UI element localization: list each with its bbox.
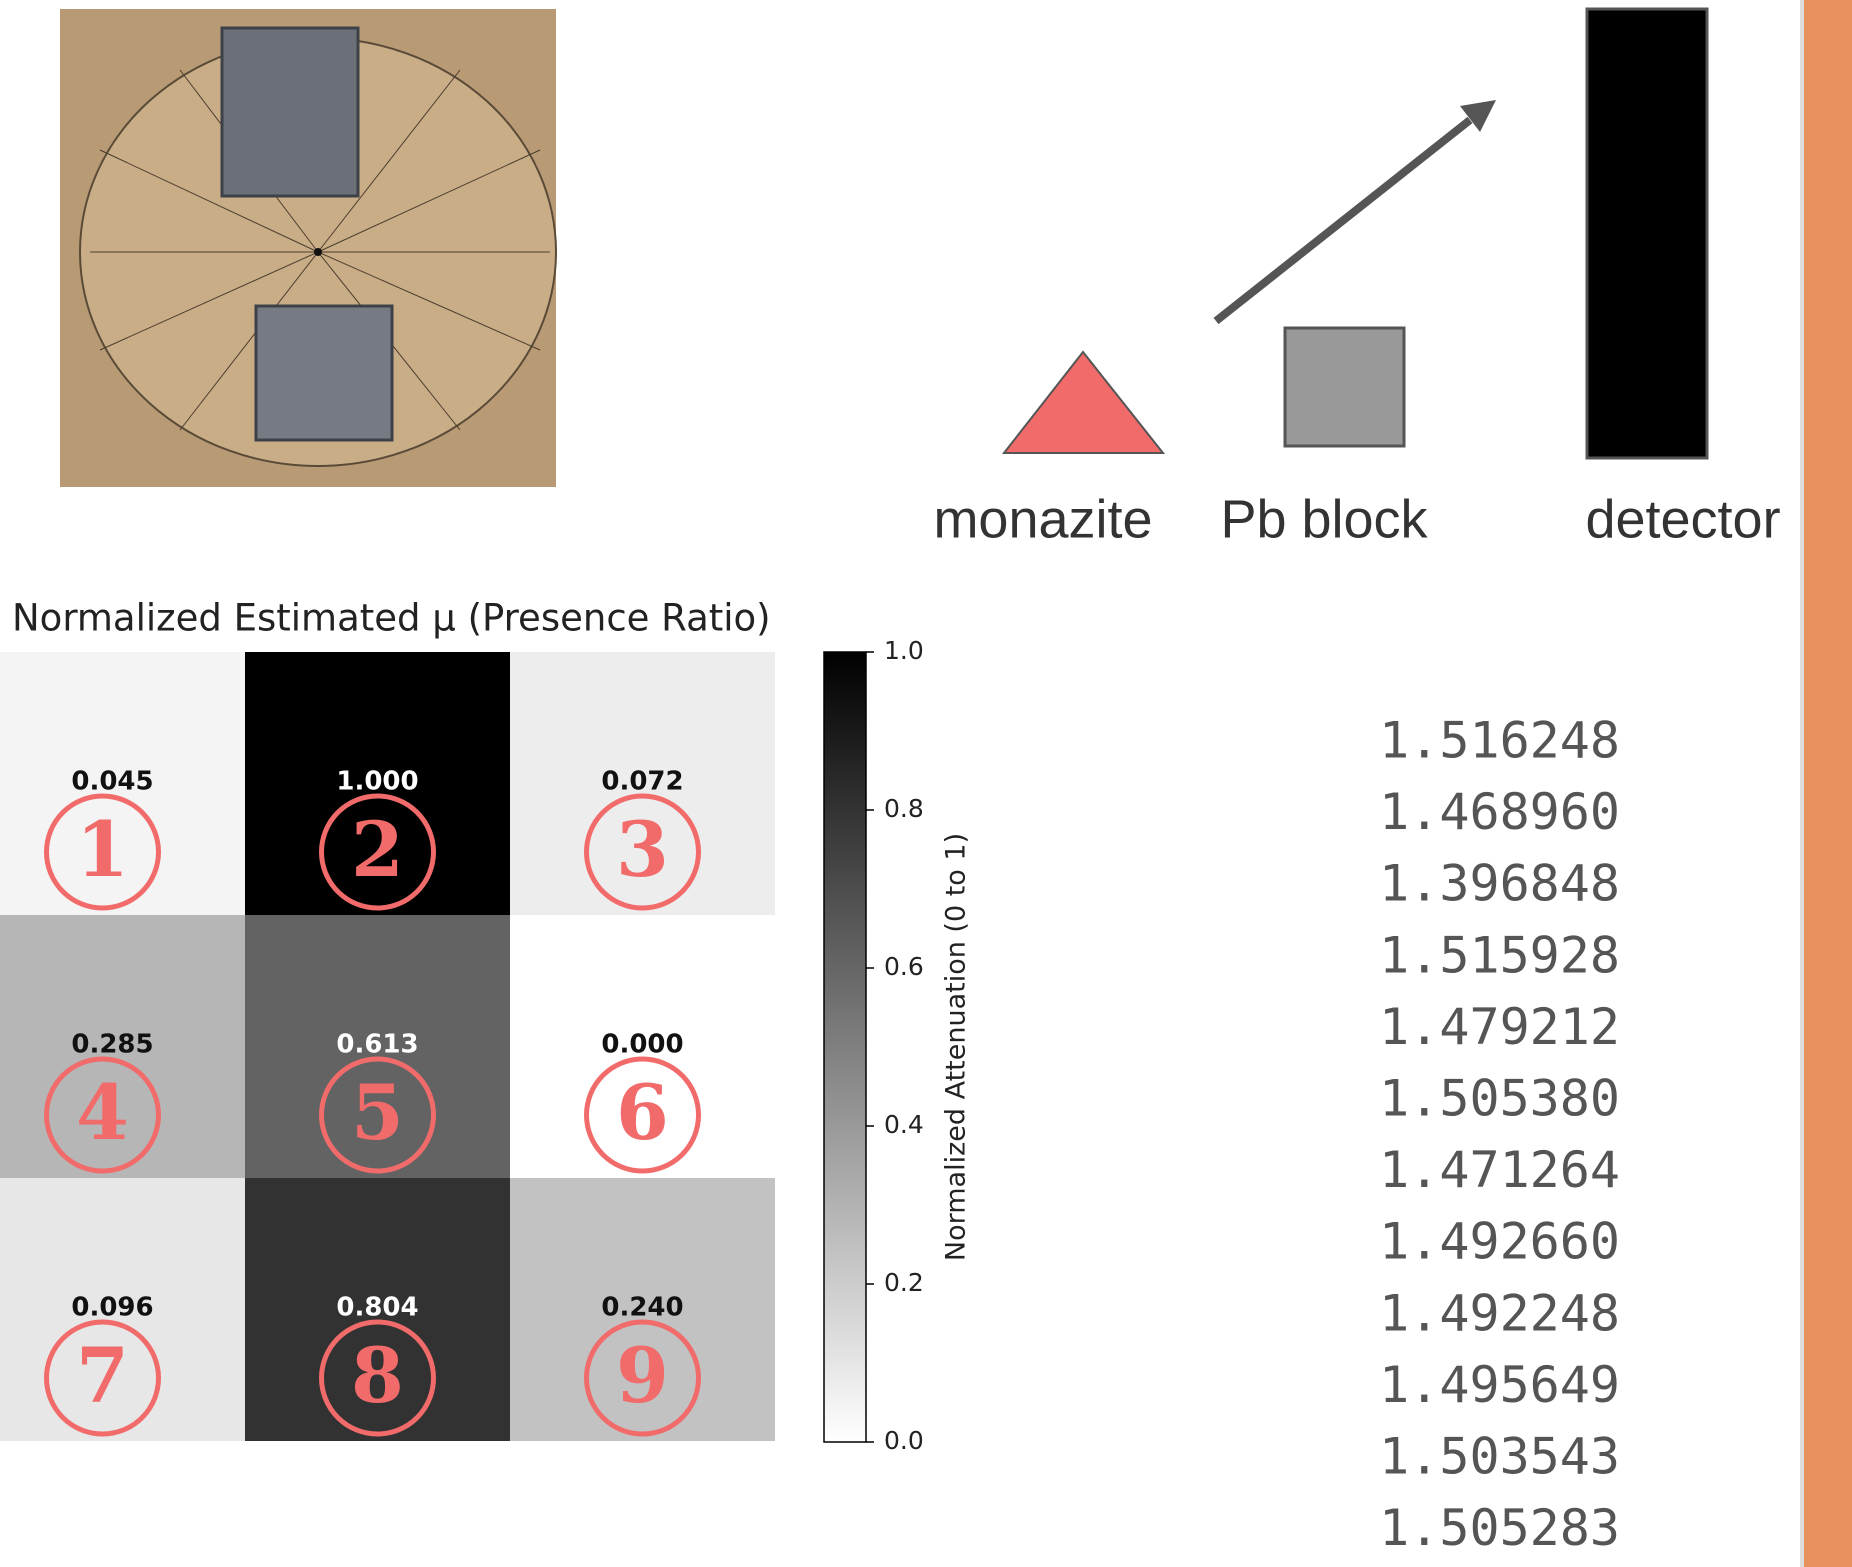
detector-shape [1585, 7, 1709, 460]
heatmap-cell [0, 652, 245, 915]
reading: 1.495649 [1379, 1356, 1620, 1414]
cell-marker-circle [319, 1319, 436, 1437]
reading: 1.396848 [1379, 855, 1620, 913]
accent-bar [1804, 0, 1852, 1567]
colorbar-tick-label: 0.2 [884, 1268, 924, 1297]
cell-marker-circle [319, 793, 436, 911]
colorbar [823, 651, 867, 1443]
cell-marker: 5 [351, 1068, 404, 1157]
cell-value-label: 0.000 [601, 1030, 683, 1060]
cell-value-label: 0.045 [71, 767, 153, 797]
heatmap-cell [510, 652, 775, 915]
reading: 1.505283 [1379, 1499, 1620, 1557]
cell-value-label: 0.072 [601, 767, 683, 797]
heatmap: 0.045 1 1.000 2 0.072 3 0.285 4 0.613 5 0.000 6 0.09… [0, 652, 775, 1441]
heatmap-cell [0, 1178, 245, 1441]
reading: 1.505380 [1379, 1070, 1620, 1128]
cell-value-label: 0.613 [336, 1030, 418, 1060]
cell-value-label: 0.240 [601, 1293, 683, 1323]
cell-marker: 3 [616, 805, 669, 894]
heatmap-cell [245, 652, 510, 915]
cell-value-label: 0.804 [336, 1293, 418, 1323]
reading: 1.516248 [1379, 712, 1620, 770]
cell-marker-circle [44, 1056, 161, 1174]
colorbar-tick-label: 1.0 [884, 636, 924, 665]
reading: 1.492248 [1379, 1284, 1620, 1342]
readings: 1.516248 1.468960 1.396848 1.515928 1.479212… [1379, 712, 1620, 1558]
cell-marker-circle [319, 1056, 436, 1174]
cell-marker: 9 [616, 1331, 669, 1420]
colorbar-tick-label: 0.0 [884, 1426, 924, 1455]
cell-marker: 4 [76, 1068, 129, 1157]
monazite-shape [1001, 350, 1166, 454]
cell-marker: 1 [76, 805, 129, 894]
cell-marker: 2 [351, 805, 404, 894]
cell-marker-circle [44, 1319, 161, 1437]
colorbar-tick-label: 0.8 [884, 794, 924, 823]
diagram-label: Pb block [1220, 489, 1428, 549]
reading: 1.479212 [1379, 998, 1620, 1056]
cell-value-label: 0.096 [71, 1293, 153, 1323]
heatmap-cell [245, 1178, 510, 1441]
diagram-label: monazite [933, 489, 1152, 549]
colorbar-label: Normalized Attenuation (0 to 1) [941, 833, 972, 1261]
divider [1800, 0, 1804, 1567]
cell-marker: 7 [76, 1331, 129, 1420]
pb-block-shape [1283, 326, 1406, 448]
cell-marker-circle [584, 1056, 701, 1174]
cell-marker-circle [44, 793, 161, 911]
reading: 1.471264 [1379, 1141, 1620, 1199]
reading: 1.515928 [1379, 926, 1620, 984]
colorbar-tick-label: 0.4 [884, 1110, 924, 1139]
diagram-label: detector [1585, 489, 1780, 549]
heatmap-cell [0, 915, 245, 1178]
colorbar-tick-label: 0.6 [884, 952, 924, 981]
arrow-head [1460, 100, 1496, 132]
photo [60, 9, 557, 487]
heatmap-cell [245, 915, 510, 1178]
heatmap-cell [510, 1178, 775, 1441]
cell-value-label: 1.000 [336, 767, 418, 797]
cell-marker: 8 [351, 1331, 404, 1420]
reading: 1.503543 [1379, 1428, 1620, 1486]
arrow [1213, 116, 1473, 325]
reading: 1.468960 [1379, 783, 1620, 841]
reading: 1.492660 [1379, 1213, 1620, 1271]
heatmap-cell [510, 915, 775, 1178]
cell-value-label: 0.285 [71, 1030, 153, 1060]
chart-title: Normalized Estimated μ (Presence Ratio) [12, 597, 771, 640]
cell-marker-circle [584, 1319, 701, 1437]
cell-marker: 6 [616, 1068, 669, 1157]
cell-marker-circle [584, 793, 701, 911]
